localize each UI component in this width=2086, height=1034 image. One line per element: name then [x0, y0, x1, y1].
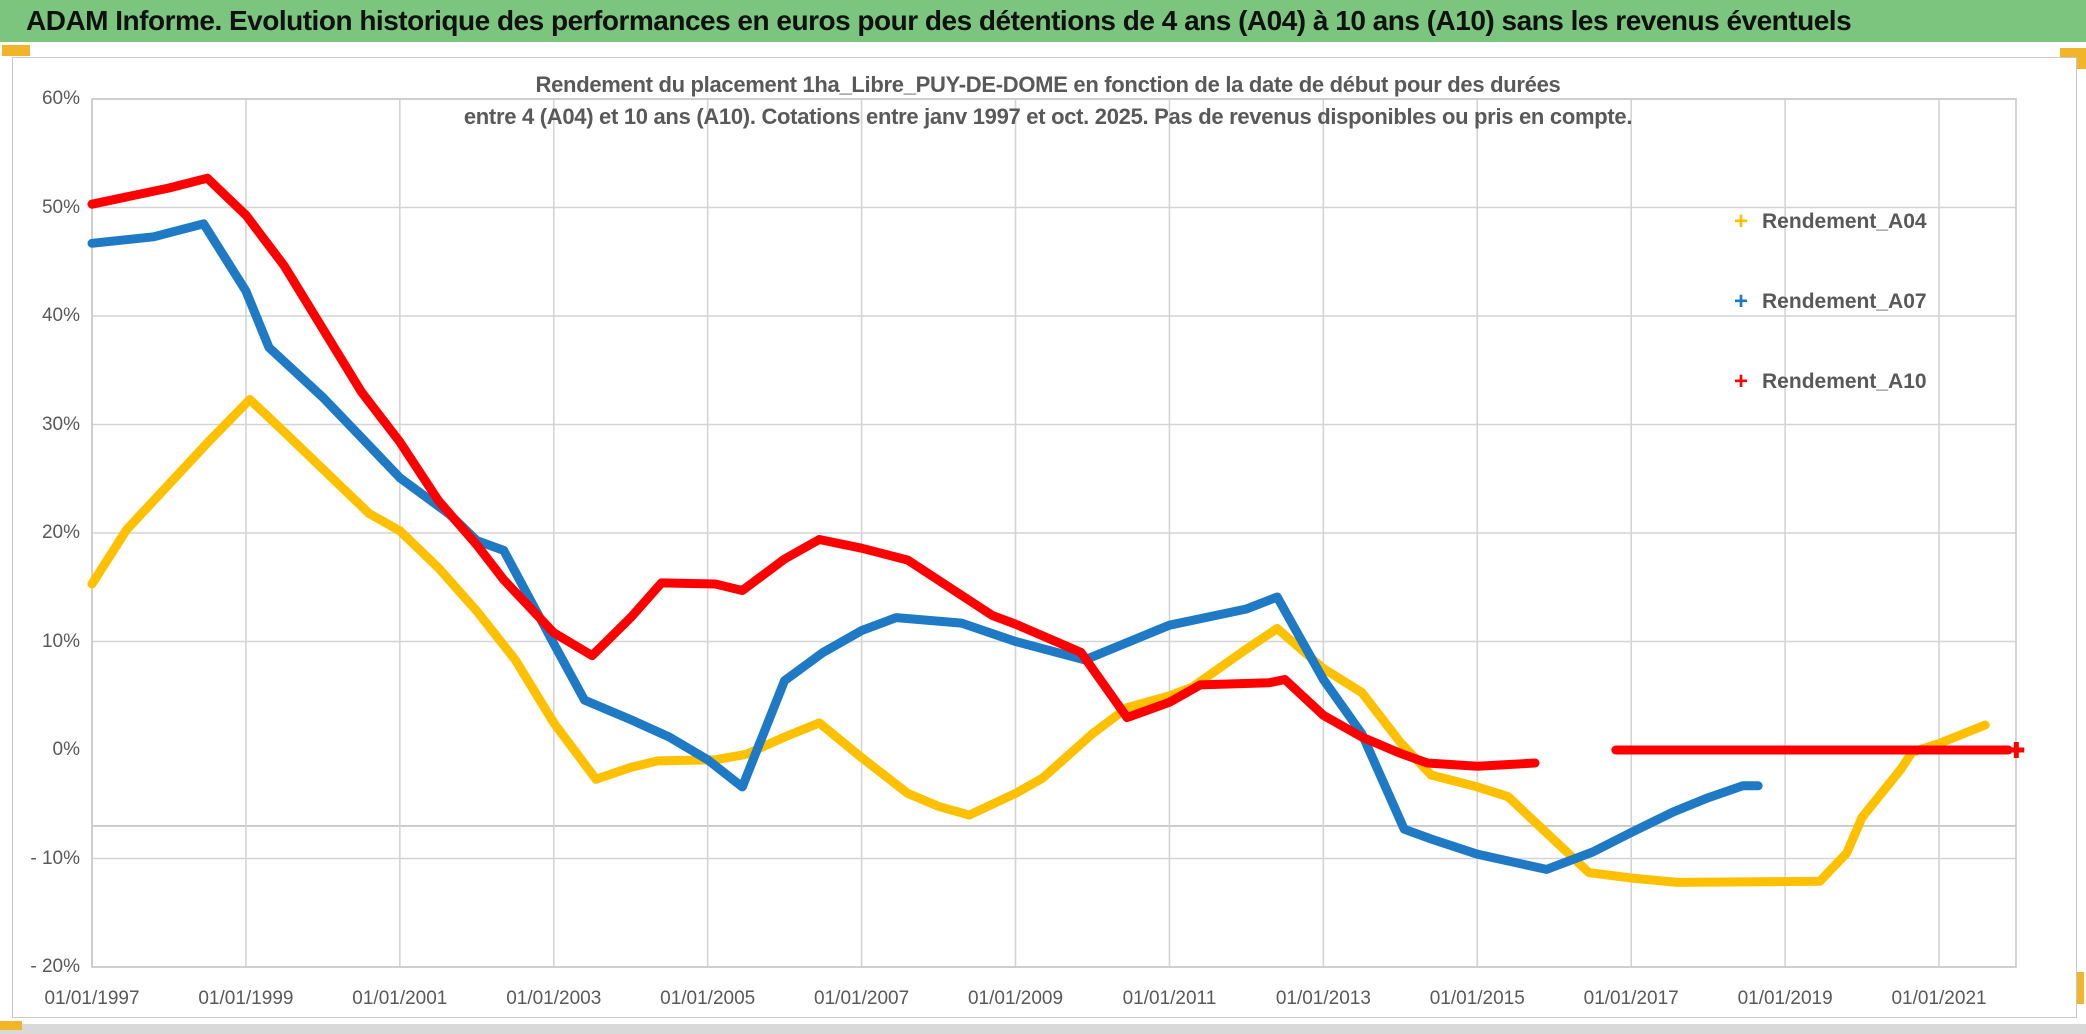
legend-plus-icon: +: [1734, 208, 1749, 235]
y-tick-label: 40%: [41, 305, 80, 326]
chart-title-line1: Rendement du placement 1ha_Libre_PUY-DE-…: [535, 72, 1561, 97]
x-tick-label: 01/01/1999: [198, 988, 294, 1009]
x-tick-label: 01/01/2001: [352, 988, 448, 1009]
x-tick-label: 01/01/2017: [1583, 988, 1679, 1009]
x-tick-label: 01/01/1997: [44, 988, 140, 1009]
legend-label: Rendement_A07: [1762, 290, 1927, 313]
y-tick-label: - 10%: [30, 847, 80, 869]
y-tick-label: - 20%: [30, 956, 80, 977]
x-tick-label: 01/01/2005: [660, 988, 756, 1009]
legend-plus-icon: +: [1734, 368, 1749, 395]
selection-handle-top-left[interactable]: [2, 45, 30, 56]
legend-plus-icon: +: [1734, 288, 1749, 315]
selection-handle-bottom-left[interactable]: [0, 1021, 22, 1030]
series-line-rendement_a07[interactable]: [87, 219, 1763, 874]
series-line-rendement_a04[interactable]: [87, 395, 1990, 887]
y-tick-label: 20%: [41, 522, 80, 543]
window-title-bar: ADAM Informe. Evolution historique des p…: [0, 0, 2086, 44]
legend-item-rendement_a04: + Rendement_A04: [1734, 210, 1927, 234]
x-tick-label: 01/01/2019: [1737, 988, 1833, 1009]
plot-frame: [91, 98, 2017, 968]
x-tick-label: 01/01/2013: [1275, 988, 1371, 1009]
y-tick-label: 50%: [41, 196, 80, 218]
x-tick-label: 01/01/2009: [967, 988, 1064, 1009]
x-tick-label: 01/01/2003: [506, 988, 602, 1009]
x-tick-label: 01/01/2011: [1122, 988, 1217, 1009]
x-tick-label: 01/01/2007: [814, 988, 910, 1009]
legend-label: Rendement_A10: [1762, 370, 1927, 393]
y-tick-label: 0%: [52, 739, 80, 760]
y-tick-label: 30%: [41, 413, 80, 435]
x-tick-label: 01/01/2015: [1429, 988, 1525, 1009]
legend-item-rendement_a10: + Rendement_A10: [1734, 370, 1927, 394]
y-tick-label: 10%: [41, 630, 80, 652]
window-bottom-strip: [0, 1022, 2086, 1034]
chart-title-line2: entre 4 (A04) et 10 ans (A10). Cotations…: [463, 104, 1633, 129]
x-tick-label: 01/01/2021: [1891, 988, 1987, 1009]
legend-label: Rendement_A04: [1762, 210, 1927, 233]
series-line-rendement_a10[interactable]: [87, 173, 1540, 771]
legend-item-rendement_a07: + Rendement_A07: [1734, 290, 1927, 314]
y-tick-label: 60%: [41, 88, 80, 109]
window-title: ADAM Informe. Evolution historique des p…: [26, 5, 1852, 36]
